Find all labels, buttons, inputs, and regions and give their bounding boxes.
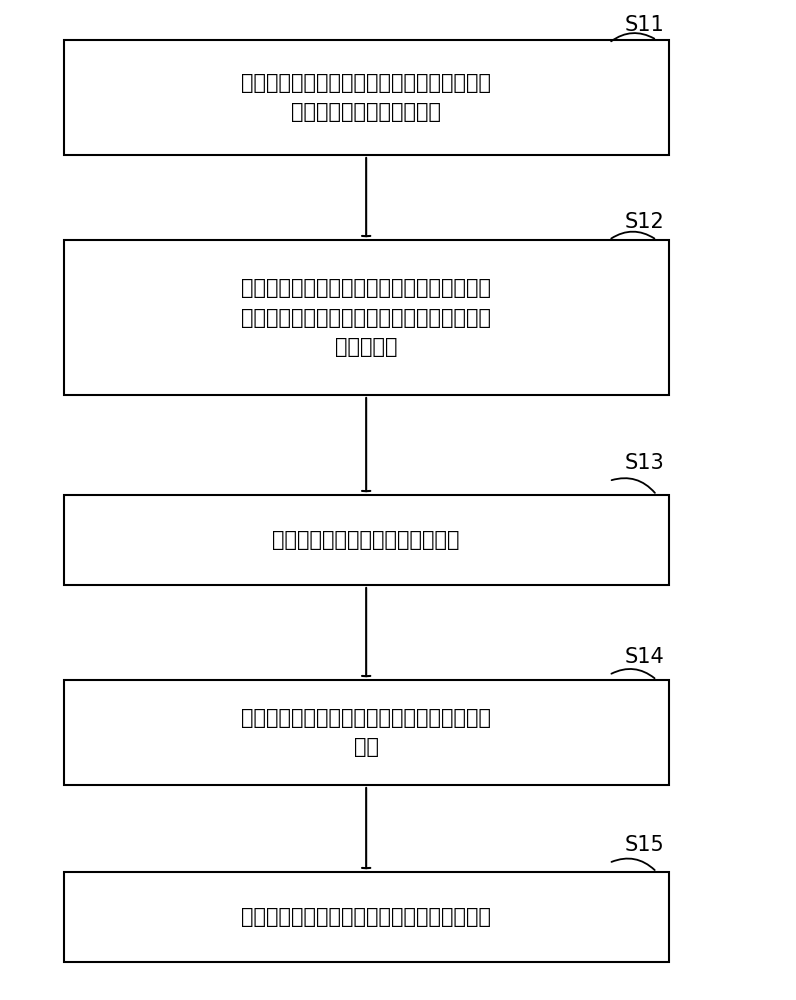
FancyBboxPatch shape: [64, 40, 669, 155]
Text: S12: S12: [625, 212, 665, 232]
Text: 根据血压检测数据生成随时间变化的血压曲线
，并根据姿态检测数据分析出用户在不同时段
的睡眠姿态: 根据血压检测数据生成随时间变化的血压曲线 ，并根据姿态检测数据分析出用户在不同时…: [241, 278, 491, 357]
Text: 根据统计分析结果向用户推荐适当的睡眠姿态: 根据统计分析结果向用户推荐适当的睡眠姿态: [241, 907, 491, 927]
FancyBboxPatch shape: [64, 240, 669, 395]
Text: S15: S15: [625, 835, 665, 855]
FancyBboxPatch shape: [64, 495, 669, 585]
Text: 在血压曲线上对睡眠姿态进行标记: 在血压曲线上对睡眠姿态进行标记: [272, 530, 460, 550]
Text: 对不同的睡眠姿态下的血压检测数据进行统计
分析: 对不同的睡眠姿态下的血压检测数据进行统计 分析: [241, 708, 491, 757]
Text: S13: S13: [625, 453, 665, 473]
Text: 获取用户在睡眠过程中的姿态检测数据，并同
步获取用户的血压检测数据: 获取用户在睡眠过程中的姿态检测数据，并同 步获取用户的血压检测数据: [241, 73, 491, 122]
FancyBboxPatch shape: [64, 872, 669, 962]
FancyBboxPatch shape: [64, 680, 669, 785]
Text: S14: S14: [625, 647, 665, 667]
Text: S11: S11: [625, 15, 665, 35]
